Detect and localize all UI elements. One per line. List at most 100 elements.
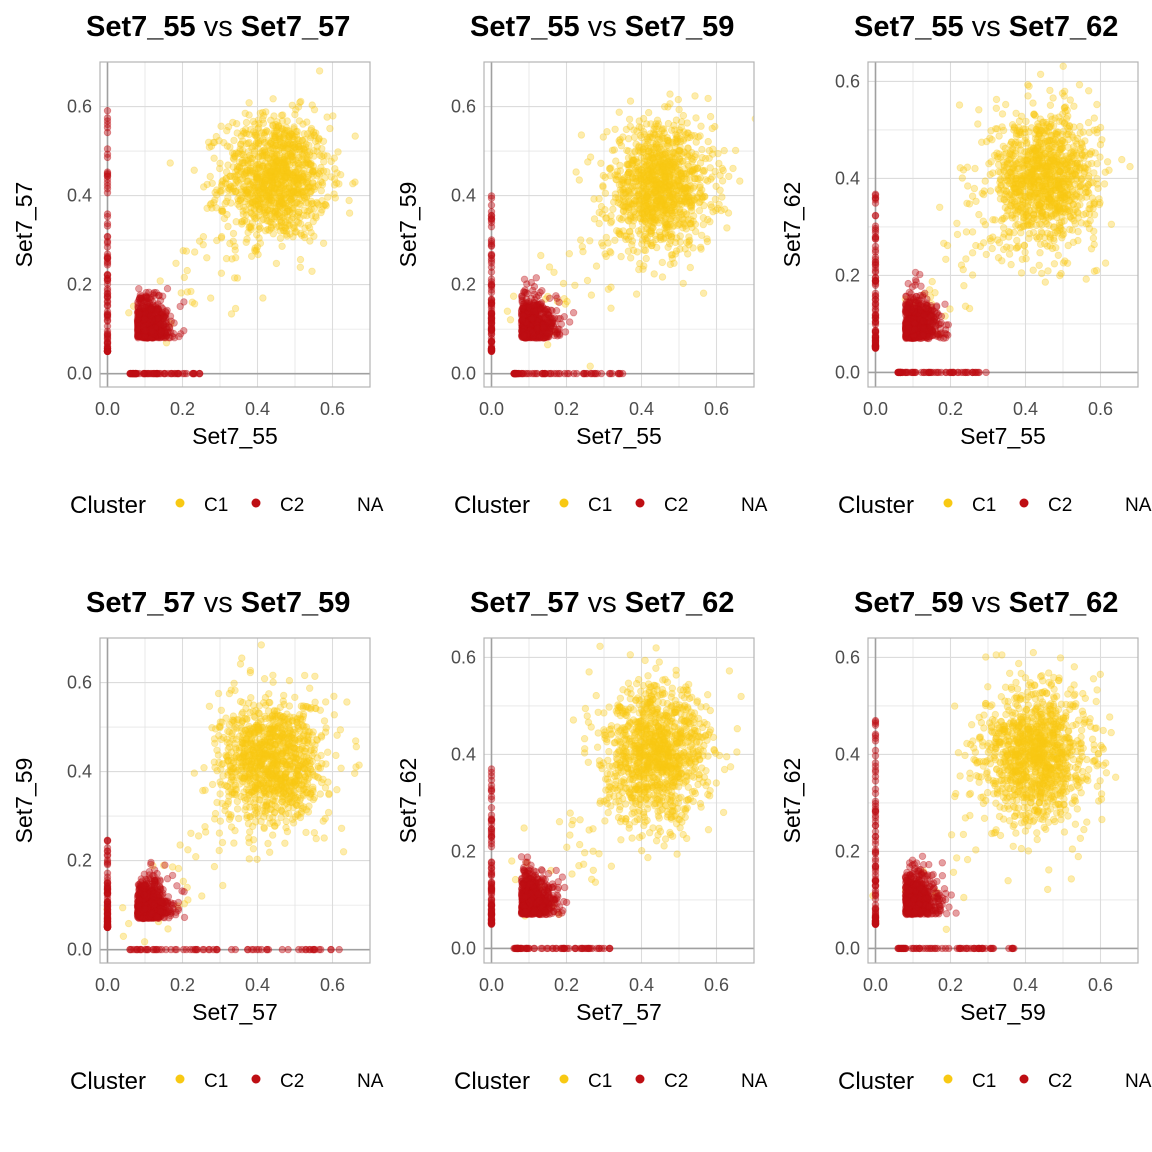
point-c1 bbox=[261, 210, 270, 219]
point-c1 bbox=[248, 154, 256, 163]
point-c2 bbox=[134, 319, 142, 327]
point-c2 bbox=[145, 316, 153, 325]
point-c1 bbox=[224, 186, 232, 195]
point-c1 bbox=[293, 175, 302, 183]
point-c1 bbox=[259, 173, 267, 181]
point-c2 bbox=[138, 318, 146, 327]
point-c1 bbox=[249, 211, 257, 220]
point-c1 bbox=[262, 208, 270, 217]
point-c2 bbox=[143, 328, 151, 337]
point-c1 bbox=[252, 172, 260, 180]
point-c1 bbox=[696, 132, 704, 140]
point-c2 bbox=[141, 329, 150, 337]
point-c1 bbox=[266, 211, 274, 219]
point-c1 bbox=[311, 212, 320, 220]
point-c2 bbox=[140, 332, 148, 340]
point-c2 bbox=[142, 329, 150, 337]
point-c1 bbox=[229, 237, 237, 245]
point-c1 bbox=[222, 174, 230, 183]
point-c2 bbox=[147, 330, 155, 338]
point-c1 bbox=[286, 161, 294, 169]
point-c2 bbox=[139, 323, 148, 332]
point-c1 bbox=[260, 146, 268, 155]
point-c1 bbox=[637, 225, 646, 234]
point-c1 bbox=[572, 168, 580, 176]
point-c2 bbox=[135, 318, 144, 327]
point-c2 bbox=[136, 308, 145, 316]
point-c2 bbox=[180, 298, 188, 306]
point-c2 bbox=[146, 324, 154, 332]
point-c2 bbox=[157, 331, 166, 339]
point-c1 bbox=[243, 177, 251, 185]
point-c1 bbox=[278, 204, 287, 212]
point-c1 bbox=[247, 158, 255, 167]
point-c1 bbox=[265, 193, 273, 202]
point-c1 bbox=[273, 141, 282, 149]
point-c1 bbox=[268, 173, 276, 182]
point-c2 bbox=[134, 320, 143, 329]
point-c2 bbox=[150, 329, 159, 337]
point-c1 bbox=[587, 291, 596, 299]
point-c1 bbox=[305, 160, 313, 168]
point-c2 bbox=[154, 300, 162, 308]
point-c1 bbox=[260, 138, 269, 147]
point-c2 bbox=[142, 329, 151, 337]
point-c1 bbox=[281, 156, 290, 165]
point-c1 bbox=[242, 194, 250, 202]
point-c1 bbox=[288, 198, 296, 207]
point-c1 bbox=[309, 128, 318, 136]
point-c1 bbox=[260, 180, 268, 188]
point-c2 bbox=[143, 326, 151, 335]
point-c2 bbox=[140, 324, 149, 333]
point-c1 bbox=[1060, 118, 1068, 127]
point-c1 bbox=[313, 147, 321, 155]
point-c1 bbox=[716, 186, 724, 194]
point-c1 bbox=[268, 174, 276, 182]
point-c1 bbox=[278, 177, 287, 185]
point-c1 bbox=[268, 196, 276, 205]
point-c1 bbox=[248, 166, 257, 174]
point-c1 bbox=[692, 150, 700, 159]
point-c1 bbox=[287, 179, 296, 188]
point-c1 bbox=[293, 188, 301, 197]
point-c1 bbox=[272, 183, 280, 192]
point-c2 bbox=[145, 332, 153, 340]
point-c1 bbox=[252, 175, 261, 184]
point-c1 bbox=[277, 159, 285, 167]
point-c2 bbox=[148, 330, 156, 339]
point-c2 bbox=[154, 327, 162, 335]
point-c1 bbox=[226, 172, 234, 180]
point-c2 bbox=[149, 328, 158, 336]
point-c1 bbox=[281, 224, 289, 232]
point-c2 bbox=[149, 322, 158, 331]
point-c1 bbox=[264, 142, 272, 150]
point-c2 bbox=[135, 325, 143, 333]
point-c1 bbox=[283, 152, 291, 160]
point-c1 bbox=[280, 160, 288, 169]
point-c1 bbox=[254, 160, 262, 169]
point-c1 bbox=[986, 187, 995, 195]
point-c1 bbox=[349, 179, 357, 188]
point-c1 bbox=[691, 92, 699, 100]
point-c2 bbox=[141, 297, 149, 306]
point-c1 bbox=[277, 111, 286, 120]
point-c1 bbox=[231, 152, 239, 160]
point-c2 bbox=[146, 305, 154, 313]
point-c2 bbox=[136, 332, 145, 341]
point-c1 bbox=[212, 191, 221, 199]
point-c1 bbox=[261, 158, 270, 167]
point-c1 bbox=[248, 219, 257, 227]
point-c1 bbox=[247, 181, 255, 189]
point-c2 bbox=[142, 333, 151, 341]
point-c1 bbox=[248, 197, 257, 206]
point-c2 bbox=[139, 325, 148, 334]
point-c1 bbox=[243, 192, 252, 201]
point-c2 bbox=[134, 332, 142, 341]
point-c1 bbox=[318, 152, 326, 161]
point-c1 bbox=[290, 193, 298, 202]
point-c1 bbox=[289, 223, 297, 232]
point-c1 bbox=[232, 175, 240, 183]
point-c2 bbox=[141, 320, 149, 328]
point-c1 bbox=[255, 202, 263, 210]
point-c1 bbox=[195, 237, 204, 245]
